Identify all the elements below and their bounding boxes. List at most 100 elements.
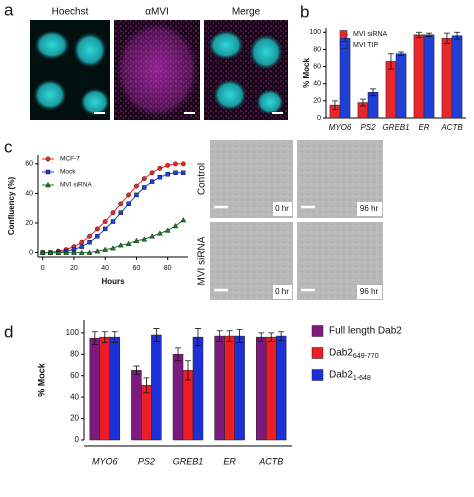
marker xyxy=(102,226,108,232)
marker xyxy=(157,165,163,171)
bar xyxy=(395,53,407,119)
x-tick-label: MYO6 xyxy=(329,123,352,132)
y-axis-label: % Mock xyxy=(302,58,311,88)
x-tick-label: PS2 xyxy=(138,456,155,466)
panel-label: d xyxy=(4,322,13,341)
marker xyxy=(102,246,109,252)
error-bar xyxy=(111,331,118,343)
marker xyxy=(142,185,147,190)
image-title: Hoechst xyxy=(52,7,89,18)
y-tick-label: 40 xyxy=(313,81,321,88)
panel-c-images: 0 hr 96 hr 0 hr 96 hr Control MVI siRNA xyxy=(197,140,383,300)
error-bar xyxy=(153,328,160,342)
image-title: Merge xyxy=(232,7,261,18)
x-tick-label: GREB1 xyxy=(173,456,204,466)
legend-label: Dab21-648 xyxy=(329,370,371,382)
legend-swatch xyxy=(311,347,324,359)
marker xyxy=(180,161,186,167)
x-tick-label: 40 xyxy=(101,265,109,272)
legend-swatch xyxy=(339,41,348,49)
y-tick-label: 20 xyxy=(25,220,33,227)
y-tick-label: 100 xyxy=(66,328,80,337)
x-tick-label: GREB1 xyxy=(382,123,409,132)
marker xyxy=(165,162,171,168)
row-label: MVI siRNA xyxy=(197,236,208,285)
y-tick-label: 80 xyxy=(313,46,321,53)
x-tick-label: 60 xyxy=(133,265,141,272)
legend-subscript: 1-648 xyxy=(353,375,371,382)
y-tick-label: 100 xyxy=(309,29,321,36)
marker xyxy=(173,170,178,175)
marker xyxy=(45,182,51,188)
marker xyxy=(95,234,100,239)
legend-swatch xyxy=(311,369,324,381)
y-tick-label: 60 xyxy=(70,371,79,380)
bar xyxy=(275,335,287,441)
legend-label: Dab2649-770 xyxy=(329,348,379,360)
bar xyxy=(109,336,121,441)
bar xyxy=(89,337,101,441)
marker xyxy=(181,170,186,175)
marker xyxy=(110,219,116,224)
bar xyxy=(151,334,162,441)
bar xyxy=(182,370,194,441)
marker xyxy=(118,201,124,207)
error-bar xyxy=(133,365,140,376)
legend-label: Full length Dab2 xyxy=(329,326,402,337)
error-bar xyxy=(415,31,422,38)
marker xyxy=(157,174,163,180)
marker xyxy=(141,236,148,242)
x-tick-label: ACTB xyxy=(258,456,283,466)
error-bar xyxy=(143,377,150,394)
marker xyxy=(134,183,139,189)
legend-label: Mock xyxy=(60,169,76,176)
panel-label: b xyxy=(300,2,309,21)
row-label: Control xyxy=(197,163,208,195)
y-tick-label: 20 xyxy=(70,414,79,423)
error-bar xyxy=(398,51,405,56)
x-tick-label: ER xyxy=(418,123,429,132)
marker xyxy=(86,249,93,255)
error-bar xyxy=(101,331,108,343)
legend-label: MVI siRNA xyxy=(353,31,388,38)
bar xyxy=(99,336,111,441)
x-tick-label: ACTB xyxy=(440,123,463,132)
marker xyxy=(117,242,124,248)
error-bar xyxy=(370,88,377,97)
bar xyxy=(451,35,463,119)
marker xyxy=(110,210,116,216)
bar xyxy=(423,34,435,119)
x-tick-label: 20 xyxy=(70,265,78,272)
error-bar xyxy=(454,31,461,40)
marker xyxy=(157,230,163,236)
y-axis-label: Confluency (%) xyxy=(7,177,16,236)
error-bar xyxy=(216,330,223,342)
time-label: 0 hr xyxy=(275,204,289,213)
marker xyxy=(134,192,139,198)
marker xyxy=(149,179,155,184)
error-bar xyxy=(194,328,201,347)
bar xyxy=(339,38,351,119)
y-tick-label: 60 xyxy=(313,63,321,70)
bar xyxy=(441,38,453,119)
panel-label: a xyxy=(4,0,14,19)
marker xyxy=(118,210,124,215)
marker xyxy=(87,240,92,245)
time-label: 96 hr xyxy=(360,204,379,213)
y-tick-label: 60 xyxy=(25,161,33,168)
bar xyxy=(172,354,184,441)
legend-label: MVI TIP xyxy=(353,42,378,49)
marker xyxy=(149,170,155,176)
marker xyxy=(79,244,84,249)
error-bar xyxy=(175,347,182,362)
error-bar xyxy=(226,330,233,342)
marker xyxy=(164,227,171,233)
marker xyxy=(125,240,132,246)
legend-swatch xyxy=(311,325,324,337)
marker xyxy=(172,223,179,229)
marker xyxy=(39,249,46,255)
error-bar xyxy=(185,360,191,381)
marker xyxy=(149,233,155,239)
bar xyxy=(265,336,277,441)
y-tick-label: 0 xyxy=(75,435,80,444)
